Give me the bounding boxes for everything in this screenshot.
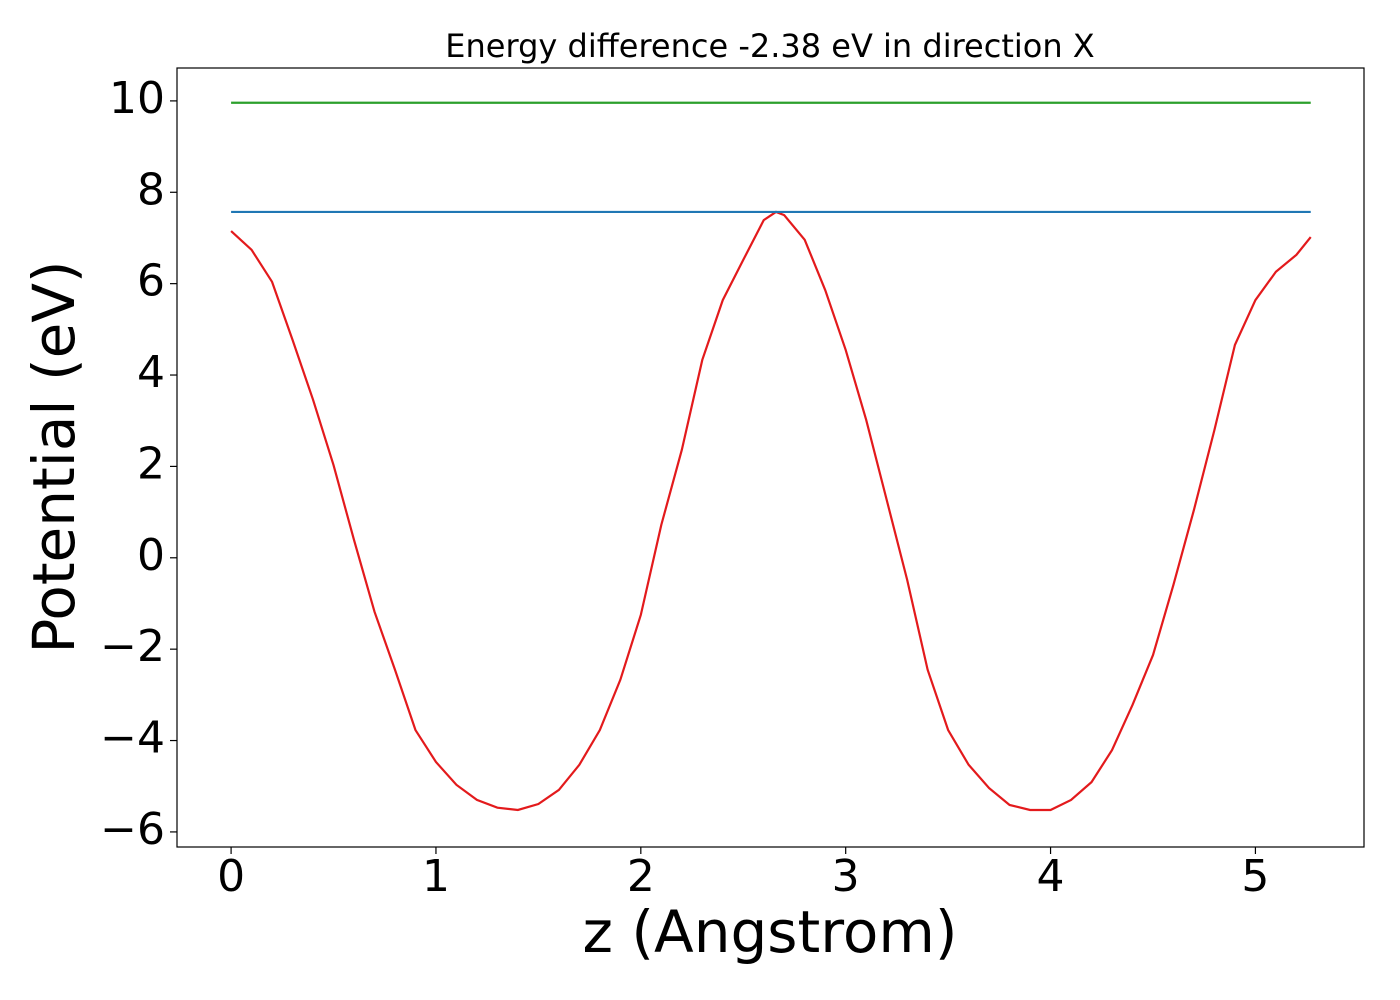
y-axis-label: Potential (eV) <box>20 260 88 653</box>
x-tick-label: 0 <box>217 851 245 902</box>
chart-title: Energy difference -2.38 eV in direction … <box>445 27 1094 65</box>
y-tick-label: 8 <box>137 164 165 215</box>
y-tick-label: 6 <box>137 256 165 307</box>
y-tick-label: −4 <box>100 713 165 764</box>
y-tick-label: 4 <box>137 347 165 398</box>
data-line <box>230 210 1312 812</box>
y-tick-label: −6 <box>100 804 165 855</box>
x-tick-label: 4 <box>1037 851 1065 902</box>
y-tick-label: 0 <box>137 530 165 581</box>
y-tick-label: −2 <box>100 621 165 672</box>
x-tick-label: 5 <box>1241 851 1269 902</box>
y-tick-label: 2 <box>137 438 165 489</box>
x-tick-label: 1 <box>422 851 450 902</box>
x-tick-label: 3 <box>832 851 860 902</box>
x-axis-label: z (Angstrom) <box>583 898 958 966</box>
y-tick-label: 10 <box>109 73 165 124</box>
x-tick-label: 2 <box>627 851 655 902</box>
plot-frame <box>176 67 1365 848</box>
